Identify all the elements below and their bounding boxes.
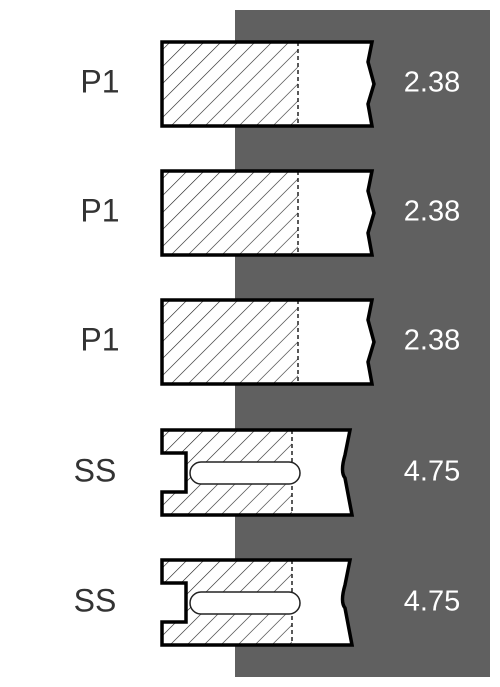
ring-p1: [160, 169, 376, 257]
ring-value: 2.38: [404, 325, 460, 357]
ring-ss: [162, 560, 352, 645]
ring-value: 2.38: [404, 67, 460, 99]
ring-p1: [160, 298, 376, 386]
ring-value: 4.75: [404, 586, 460, 618]
ring-ss: [162, 430, 352, 515]
ring-label: P1: [80, 63, 119, 99]
ring-value: 4.75: [404, 456, 460, 488]
ring-label: SS: [74, 582, 117, 618]
ring-value: 2.38: [404, 196, 460, 228]
ring-p1: [160, 40, 376, 128]
ring-label: P1: [80, 321, 119, 357]
ring-label: P1: [80, 192, 119, 228]
ring-label: SS: [74, 452, 117, 488]
